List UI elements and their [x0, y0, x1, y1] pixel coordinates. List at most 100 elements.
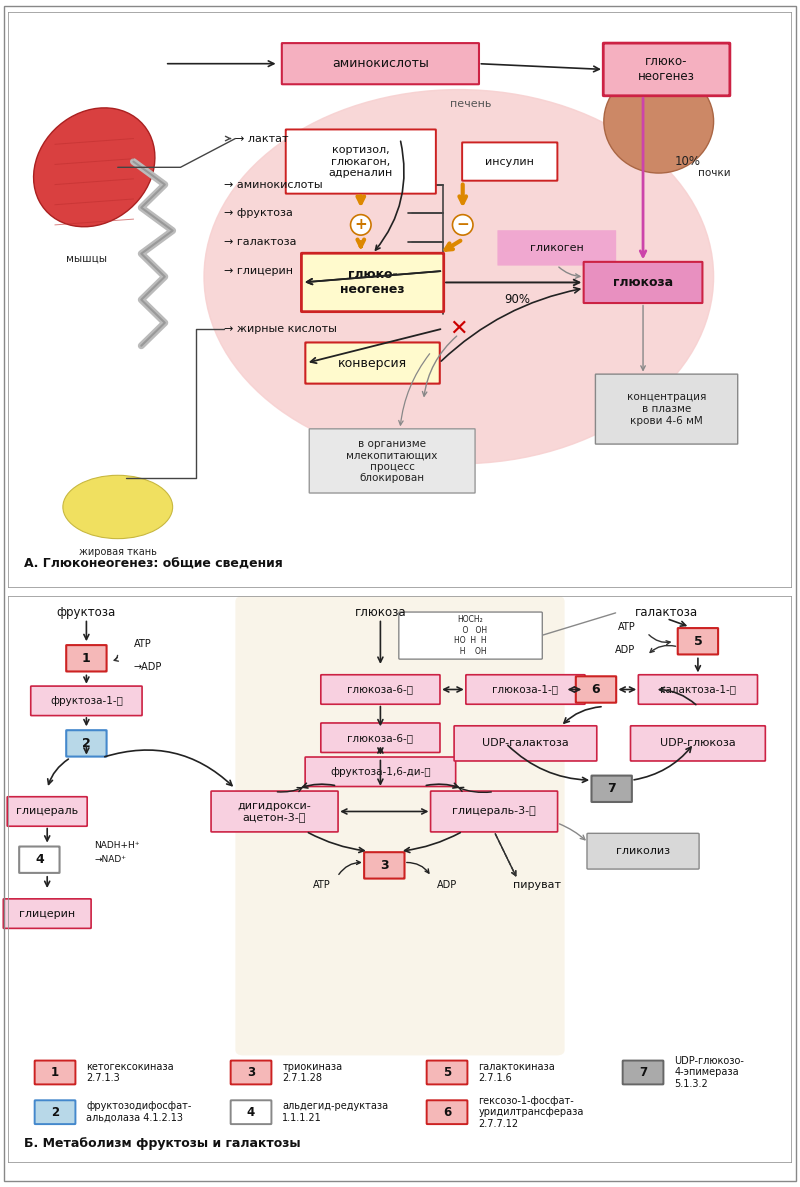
Ellipse shape	[34, 108, 155, 227]
Text: HOCH₂
    O   OH
HO  H  H
  H    OH: HOCH₂ O OH HO H H H OH	[454, 616, 488, 655]
Ellipse shape	[604, 70, 714, 173]
FancyBboxPatch shape	[282, 43, 479, 84]
Text: 5: 5	[694, 635, 702, 648]
FancyBboxPatch shape	[230, 1100, 271, 1124]
Text: фруктоза-1,6-ди-Ⓟ: фруктоза-1,6-ди-Ⓟ	[330, 767, 430, 776]
Text: ✕: ✕	[450, 318, 468, 338]
FancyBboxPatch shape	[576, 677, 616, 703]
Text: 2: 2	[82, 737, 90, 750]
Text: ATP: ATP	[134, 639, 151, 649]
Text: мышцы: мышцы	[66, 254, 107, 264]
Text: → глицерин: → глицерин	[224, 266, 293, 275]
FancyBboxPatch shape	[34, 1100, 75, 1124]
Text: глюко-
неогенез: глюко- неогенез	[340, 268, 405, 297]
Ellipse shape	[204, 89, 714, 464]
Text: 4: 4	[247, 1106, 255, 1118]
FancyBboxPatch shape	[235, 596, 565, 1055]
Text: ADP: ADP	[615, 645, 635, 655]
Text: ADP: ADP	[437, 881, 457, 890]
Text: 1: 1	[82, 652, 90, 665]
Text: глюкоза: глюкоза	[354, 607, 406, 620]
FancyBboxPatch shape	[66, 730, 106, 756]
Text: фруктозодифосфат-
альдолаза 4.1.2.13: фруктозодифосфат- альдолаза 4.1.2.13	[86, 1102, 192, 1123]
Text: 4: 4	[35, 853, 44, 867]
FancyBboxPatch shape	[310, 429, 475, 493]
FancyBboxPatch shape	[306, 343, 440, 383]
Text: −: −	[456, 217, 469, 233]
Text: глицераль: глицераль	[16, 806, 78, 817]
Text: 3: 3	[380, 859, 389, 872]
Text: → аминокислоты: → аминокислоты	[224, 179, 322, 190]
Text: +: +	[354, 217, 367, 233]
FancyBboxPatch shape	[19, 846, 59, 872]
Text: 7: 7	[639, 1066, 647, 1079]
FancyBboxPatch shape	[595, 374, 738, 444]
FancyBboxPatch shape	[302, 253, 444, 312]
Text: NADH+H⁺: NADH+H⁺	[94, 842, 140, 850]
Text: → фруктоза: → фруктоза	[224, 209, 293, 218]
FancyBboxPatch shape	[66, 645, 106, 672]
Text: глицерин: глицерин	[19, 908, 75, 919]
FancyBboxPatch shape	[466, 674, 585, 704]
FancyBboxPatch shape	[498, 230, 616, 266]
Text: концентрация
в плазме
крови 4-6 мМ: концентрация в плазме крови 4-6 мМ	[627, 393, 706, 426]
Text: глюкоза-6-Ⓟ: глюкоза-6-Ⓟ	[347, 685, 414, 694]
Text: 6: 6	[592, 683, 600, 696]
FancyBboxPatch shape	[305, 757, 456, 787]
Text: галактокиназа
2.7.1.6: галактокиназа 2.7.1.6	[478, 1061, 555, 1084]
Text: глюкоза-1-Ⓟ: глюкоза-1-Ⓟ	[493, 685, 558, 694]
FancyBboxPatch shape	[462, 142, 558, 180]
Text: глюкоза: глюкоза	[613, 275, 673, 288]
FancyBboxPatch shape	[622, 1060, 663, 1085]
FancyBboxPatch shape	[454, 725, 597, 761]
Text: фруктоза-1-Ⓟ: фруктоза-1-Ⓟ	[50, 696, 123, 706]
Text: глицераль-3-Ⓟ: глицераль-3-Ⓟ	[452, 806, 536, 817]
FancyBboxPatch shape	[678, 628, 718, 654]
Text: 2: 2	[51, 1106, 59, 1118]
Text: Б. Метаболизм фруктозы и галактозы: Б. Метаболизм фруктозы и галактозы	[24, 1137, 300, 1150]
FancyBboxPatch shape	[430, 791, 558, 832]
Ellipse shape	[635, 64, 682, 87]
FancyBboxPatch shape	[34, 1060, 75, 1085]
Text: фруктоза: фруктоза	[57, 607, 116, 620]
FancyBboxPatch shape	[3, 899, 91, 928]
Text: галактоза: галактоза	[635, 607, 698, 620]
Text: А. Глюконеогенез: общие сведения: А. Глюконеогенез: общие сведения	[24, 558, 282, 571]
Text: дигидрокси-
ацетон-3-Ⓟ: дигидрокси- ацетон-3-Ⓟ	[238, 801, 311, 823]
Text: альдегид-редуктаза
1.1.1.21: альдегид-редуктаза 1.1.1.21	[282, 1102, 389, 1123]
Text: в организме
млекопитающих
процесс
блокирован: в организме млекопитающих процесс блокир…	[346, 438, 438, 483]
FancyBboxPatch shape	[286, 129, 436, 193]
Text: инсулин: инсулин	[486, 157, 534, 166]
Text: → жирные кислоты: → жирные кислоты	[224, 324, 337, 334]
Text: → галактоза: → галактоза	[224, 237, 296, 247]
FancyBboxPatch shape	[584, 262, 702, 303]
Text: 10%: 10%	[674, 155, 701, 169]
FancyBboxPatch shape	[211, 791, 338, 832]
Text: →ADP: →ADP	[134, 662, 162, 672]
Text: галактоза-1-Ⓟ: галактоза-1-Ⓟ	[660, 685, 736, 694]
FancyBboxPatch shape	[426, 1100, 467, 1124]
Text: UDP-глюкоза: UDP-глюкоза	[660, 738, 736, 748]
Text: глюкоза-6-Ⓟ: глюкоза-6-Ⓟ	[347, 732, 414, 743]
Text: кортизол,
глюкагон,
адреналин: кортизол, глюкагон, адреналин	[329, 145, 393, 178]
Text: UDP-галактоза: UDP-галактоза	[482, 738, 569, 748]
Text: гексозо-1-фосфат-
уридилтрансфераза
2.7.7.12: гексозо-1-фосфат- уридилтрансфераза 2.7.…	[478, 1096, 584, 1129]
Text: UDP-глюкозо-
4-эпимераза
5.1.3.2: UDP-глюкозо- 4-эпимераза 5.1.3.2	[674, 1056, 744, 1090]
Text: гликоген: гликоген	[530, 243, 584, 253]
FancyBboxPatch shape	[364, 852, 405, 878]
FancyBboxPatch shape	[321, 674, 440, 704]
Text: глюко-
неогенез: глюко- неогенез	[638, 56, 695, 83]
Text: пируват: пируват	[514, 881, 562, 890]
Text: →NAD⁺: →NAD⁺	[94, 855, 126, 864]
Text: ATP: ATP	[313, 881, 330, 890]
Ellipse shape	[63, 475, 173, 539]
FancyBboxPatch shape	[630, 725, 766, 761]
FancyBboxPatch shape	[321, 723, 440, 753]
FancyBboxPatch shape	[603, 43, 730, 96]
Text: 5: 5	[443, 1066, 451, 1079]
Text: 3: 3	[247, 1066, 255, 1079]
FancyBboxPatch shape	[30, 686, 142, 716]
Text: триокиназа
2.7.1.28: триокиназа 2.7.1.28	[282, 1061, 342, 1084]
Text: → лактат: → лактат	[235, 133, 289, 144]
Text: 90%: 90%	[505, 293, 530, 306]
